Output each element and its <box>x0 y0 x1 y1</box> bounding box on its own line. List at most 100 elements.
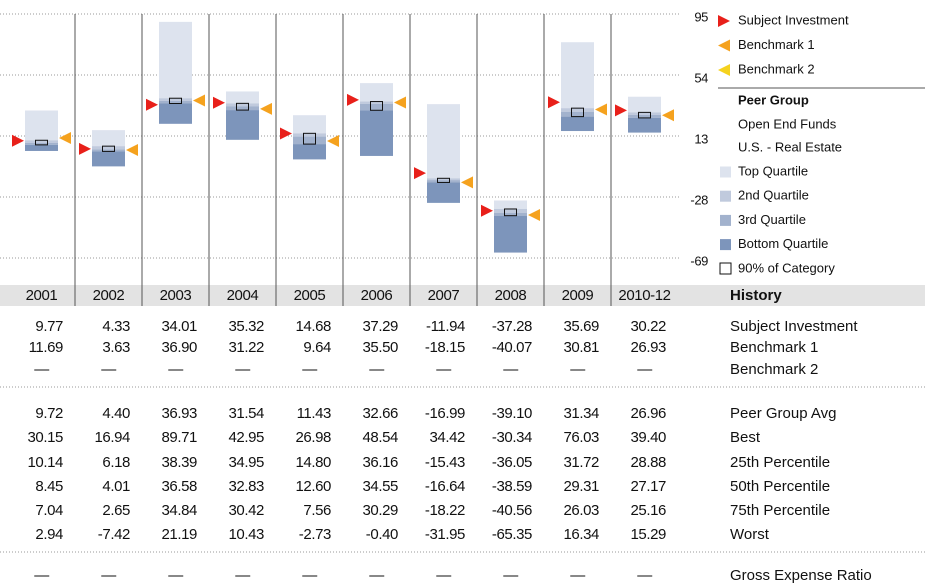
marker <box>193 94 205 107</box>
row-label: Subject Investment <box>730 318 858 335</box>
cell: — <box>101 361 116 378</box>
range-box <box>102 145 115 152</box>
range-swatch <box>719 262 732 275</box>
cell: 8.45 <box>35 478 63 495</box>
cell: 31.72 <box>563 454 599 471</box>
quartile-segment <box>360 101 393 104</box>
cell: 48.54 <box>362 429 398 446</box>
cell: 26.96 <box>630 405 666 422</box>
peer-line: Open End Funds <box>738 116 837 131</box>
legend-label: 3rd Quartile <box>738 212 806 227</box>
row-label: Benchmark 2 <box>730 361 818 378</box>
marker <box>662 109 674 122</box>
cell: 36.90 <box>161 339 197 356</box>
cell: 39.40 <box>630 429 666 446</box>
marker <box>213 96 225 109</box>
cell: -0.40 <box>366 526 398 543</box>
quartile-segment <box>561 108 594 112</box>
peer-line: U.S. - Real Estate <box>738 139 842 154</box>
cell: — <box>235 361 250 378</box>
x-tick-label: 2007 <box>428 287 460 304</box>
range-box <box>169 97 182 105</box>
cell: — <box>570 567 585 584</box>
cell: 30.29 <box>362 502 398 519</box>
quartile-segment <box>628 96 661 113</box>
cell: 76.03 <box>563 429 599 446</box>
cell: -40.56 <box>492 502 532 519</box>
cell: — <box>503 567 518 584</box>
cell: — <box>235 567 250 584</box>
legend-label: Benchmark 1 <box>738 37 815 52</box>
row-label: 25th Percentile <box>730 454 830 471</box>
legend-swatch <box>720 190 731 202</box>
quartile-segment <box>494 200 527 209</box>
quartile-segment <box>628 112 661 115</box>
cell: — <box>168 361 183 378</box>
y-tick-label: -28 <box>690 192 708 207</box>
quartile-segment <box>293 144 326 160</box>
quartile-segment <box>92 149 125 152</box>
marker <box>615 104 627 117</box>
cell: 34.84 <box>161 502 197 519</box>
cell: — <box>570 361 585 378</box>
cell: 25.16 <box>630 502 666 519</box>
marker <box>79 142 91 155</box>
cell: — <box>369 361 384 378</box>
cell: -15.43 <box>425 454 465 471</box>
marker <box>548 96 560 109</box>
cell: 35.69 <box>563 318 599 335</box>
cell: -11.94 <box>426 318 465 335</box>
cell: 34.55 <box>362 478 398 495</box>
cell: 2.94 <box>35 526 63 543</box>
cell: — <box>436 361 451 378</box>
row-label: Peer Group Avg <box>730 405 836 422</box>
x-tick-label: 2010-12 <box>618 287 670 304</box>
cell: 7.04 <box>35 502 63 519</box>
cell: 31.22 <box>228 339 264 356</box>
quartile-segment <box>92 151 125 167</box>
marker <box>347 93 359 106</box>
cell: — <box>302 361 317 378</box>
marker <box>394 96 406 109</box>
cell: 30.42 <box>228 502 264 519</box>
x-tick-label: 2009 <box>562 287 594 304</box>
cell: — <box>436 567 451 584</box>
quartile-segment <box>159 98 192 101</box>
cell: 36.58 <box>161 478 197 495</box>
quartile-segment <box>159 100 192 104</box>
quartile-segment <box>25 140 58 143</box>
cell: 26.03 <box>563 502 599 519</box>
quartile-segment <box>92 130 125 147</box>
cell: 32.66 <box>362 405 398 422</box>
cell: 89.71 <box>161 429 197 446</box>
x-tick-label: 2006 <box>361 287 393 304</box>
cell: 14.80 <box>295 454 331 471</box>
x-tick-label: 2002 <box>93 287 125 304</box>
cell: 36.16 <box>362 454 398 471</box>
range-box <box>571 107 584 118</box>
marker <box>414 167 426 180</box>
cell: — <box>637 361 652 378</box>
cell: — <box>503 361 518 378</box>
quartile-segment <box>427 180 460 183</box>
row-label: Worst <box>730 526 770 543</box>
cell: — <box>302 567 317 584</box>
x-tick-label: 2005 <box>294 287 326 304</box>
cell: 35.50 <box>362 339 398 356</box>
quartile-segment <box>427 182 460 203</box>
quartile-segment <box>628 114 661 118</box>
cell: 4.40 <box>102 405 130 422</box>
row-label: Benchmark 1 <box>730 339 818 356</box>
cell: -39.10 <box>492 405 532 422</box>
marker <box>126 143 138 156</box>
peer-title: Peer Group <box>738 92 809 107</box>
cell: 9.77 <box>35 318 63 335</box>
cell: 7.56 <box>303 502 331 519</box>
cell: 42.95 <box>228 429 264 446</box>
marker <box>59 131 71 144</box>
quartile-segment <box>25 144 58 151</box>
legend-label: Benchmark 2 <box>738 61 815 76</box>
cell: -65.35 <box>492 526 532 543</box>
cell: -38.59 <box>492 478 532 495</box>
